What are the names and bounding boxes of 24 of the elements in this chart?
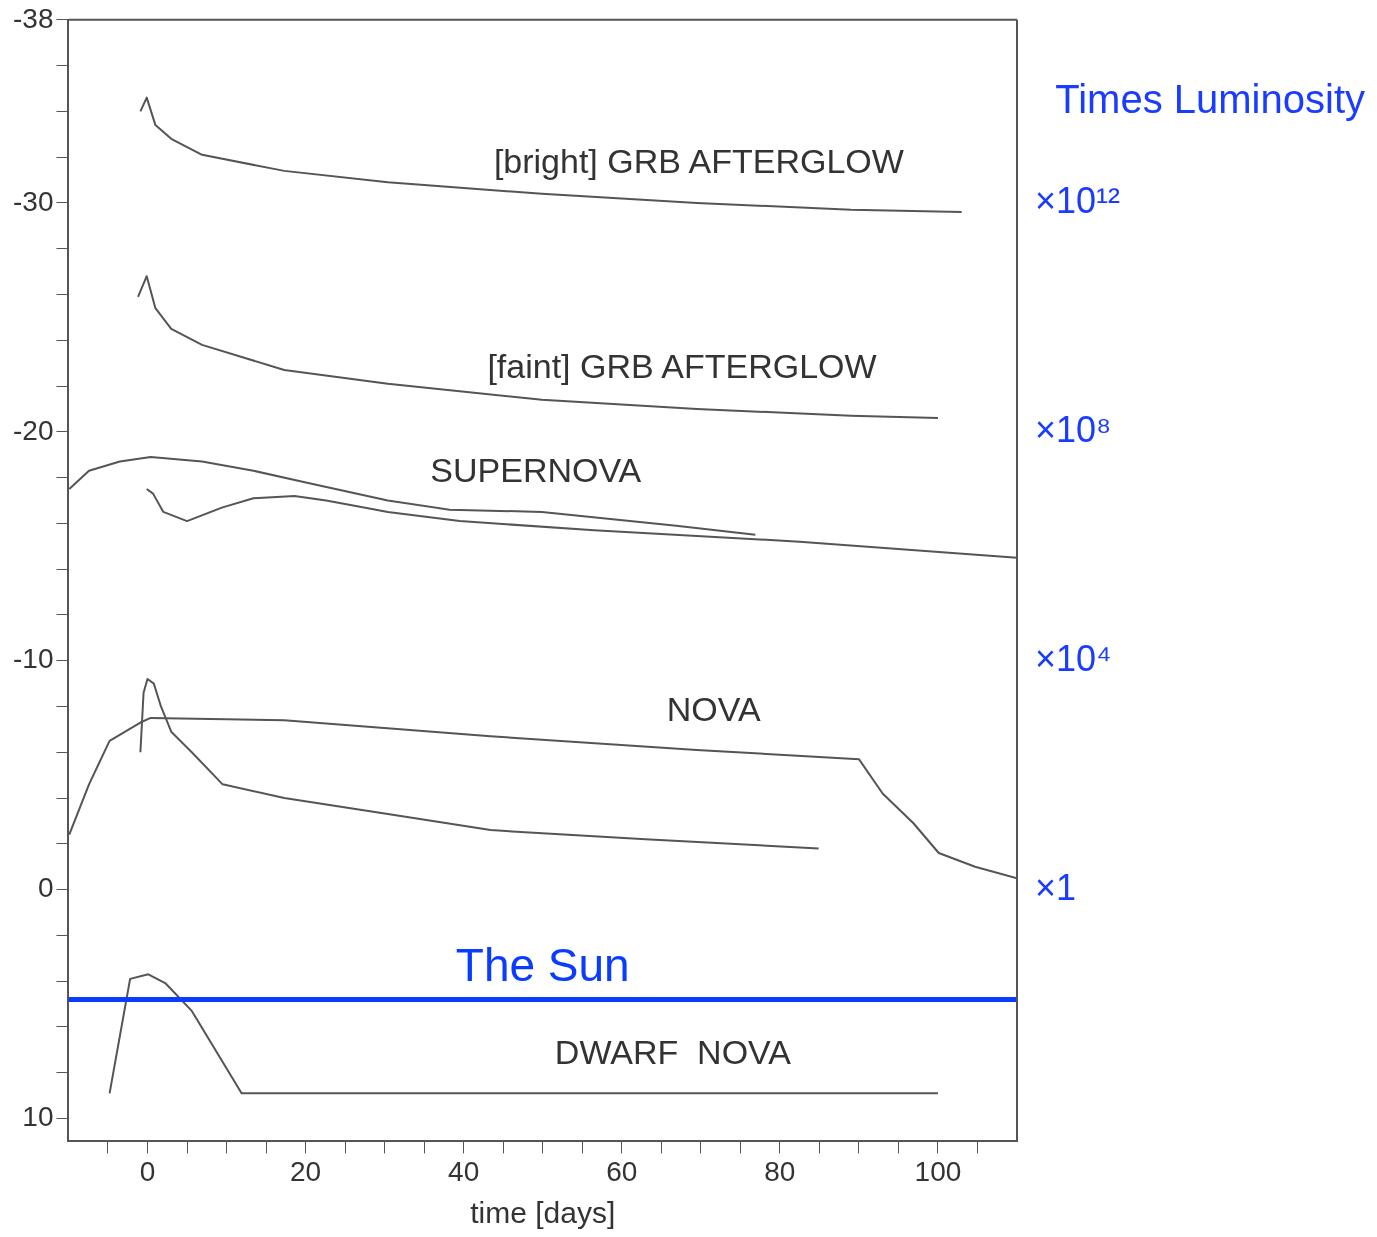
y-tick-label: -38 [13,2,54,34]
x-tick-label: 80 [764,1155,796,1187]
series-label: DWARF NOVA [554,1032,792,1071]
text: ×1 [1035,866,1077,908]
y2-axis-title: Times Luminosity [1055,76,1365,121]
y-tick-label: -10 [13,643,54,675]
y-tick-label: 0 [37,872,54,904]
x-axis-title: time [days] [470,1196,616,1230]
text: ×10⁸ [1035,408,1112,450]
y-tick-label: -30 [13,185,54,217]
x-tick-label: 60 [606,1155,638,1187]
text: ×10¹² [1035,179,1121,221]
x-tick-label: 0 [139,1155,156,1187]
ref-line-label: The Sun [455,939,630,992]
x-tick-label: 100 [914,1155,962,1187]
text: ×10⁴ [1035,637,1112,679]
series-label: NOVA [666,690,761,729]
x-tick-label: 40 [448,1155,480,1187]
series-label: SUPERNOVA [430,451,642,490]
y-tick-label: -20 [13,414,54,446]
series-label: [faint] GRB AFTERGLOW [487,347,877,386]
series-label: [bright] GRB AFTERGLOW [493,142,904,181]
y-tick-label: 10 [22,1101,54,1133]
x-tick-label: 20 [290,1155,322,1187]
